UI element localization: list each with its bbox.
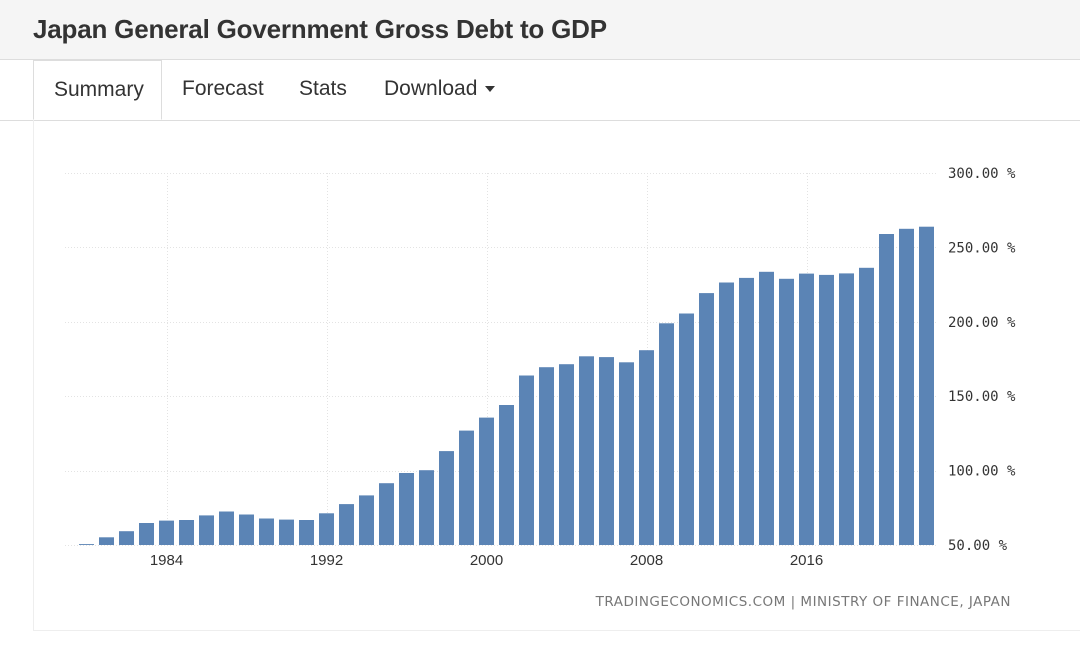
tab-download-label: Download <box>384 77 478 100</box>
page-title: Japan General Government Gross Debt to G… <box>33 14 607 44</box>
chevron-down-icon <box>485 86 496 93</box>
bar-2015 <box>779 278 794 545</box>
x-tick-label: 2000 <box>470 552 503 569</box>
bar-1992 <box>319 513 334 545</box>
bar-2018 <box>839 273 854 545</box>
bar-1996 <box>399 473 414 545</box>
bar-1990 <box>279 519 294 545</box>
tab-stats[interactable]: Stats <box>299 60 347 120</box>
bar-1985 <box>179 520 194 545</box>
bar-2019 <box>859 267 874 545</box>
tab-summary[interactable]: Summary <box>33 60 162 120</box>
bar-1983 <box>139 523 154 545</box>
chart-bars <box>79 226 934 546</box>
bar-2002 <box>519 375 534 545</box>
bar-1991 <box>299 520 314 545</box>
bar-1988 <box>239 514 254 545</box>
tab-bar: Summary Forecast Stats Download <box>0 60 1080 121</box>
bar-2006 <box>599 357 614 545</box>
bar-2014 <box>759 271 774 545</box>
tab-download[interactable]: Download <box>384 60 496 120</box>
bar-2022 <box>919 226 934 545</box>
bar-2004 <box>559 364 574 545</box>
y-tick-label: 300.00 % <box>948 166 1016 182</box>
y-axis: 300.00 % 250.00 % 200.00 % 150.00 % 100.00 %… <box>948 166 1016 554</box>
chart-panel <box>33 120 1080 631</box>
bar-1984 <box>159 520 174 545</box>
bar-2011 <box>699 293 714 545</box>
bar-2007 <box>619 362 634 545</box>
bar-2005 <box>579 356 594 545</box>
y-tick-label: 250.00 % <box>948 240 1016 256</box>
bar-1995 <box>379 483 394 545</box>
bar-1993 <box>339 504 354 545</box>
y-tick-label: 50.00 % <box>948 538 1008 554</box>
x-tick-label: 1992 <box>310 552 343 569</box>
bar-1980 <box>79 544 94 545</box>
tab-stats-label: Stats <box>299 77 347 100</box>
tab-summary-label: Summary <box>54 78 144 101</box>
page-header: Japan General Government Gross Debt to G… <box>0 0 1080 60</box>
bar-1987 <box>219 511 234 545</box>
bar-1986 <box>199 515 214 545</box>
x-tick-label: 2008 <box>630 552 663 569</box>
bar-1981 <box>99 537 114 545</box>
bar-2008 <box>639 350 654 545</box>
bar-1998 <box>439 451 454 545</box>
x-axis: 1984 1992 2000 2008 2016 <box>150 552 823 569</box>
bar-1994 <box>359 495 374 545</box>
x-tick-label: 1984 <box>150 552 183 569</box>
tab-forecast-label: Forecast <box>182 77 264 100</box>
bar-1997 <box>419 470 434 545</box>
bar-2012 <box>719 282 734 545</box>
bar-2000 <box>479 417 494 545</box>
bar-2009 <box>659 323 674 545</box>
bar-2013 <box>739 277 754 545</box>
source-credit: TRADINGECONOMICS.COM | MINISTRY OF FINAN… <box>595 594 1011 610</box>
x-tick-label: 2016 <box>790 552 823 569</box>
bar-1999 <box>459 430 474 545</box>
bar-2021 <box>899 228 914 546</box>
bar-2001 <box>499 405 514 545</box>
y-tick-label: 150.00 % <box>948 389 1016 405</box>
bar-1989 <box>259 518 274 545</box>
bar-1982 <box>119 531 134 545</box>
bar-2010 <box>679 313 694 545</box>
y-tick-label: 100.00 % <box>948 464 1016 480</box>
bar-2017 <box>819 274 834 545</box>
y-tick-label: 200.00 % <box>948 315 1016 331</box>
bar-2020 <box>879 234 894 545</box>
tab-forecast[interactable]: Forecast <box>182 60 264 120</box>
bar-2016 <box>799 273 814 545</box>
bar-2003 <box>539 367 554 545</box>
